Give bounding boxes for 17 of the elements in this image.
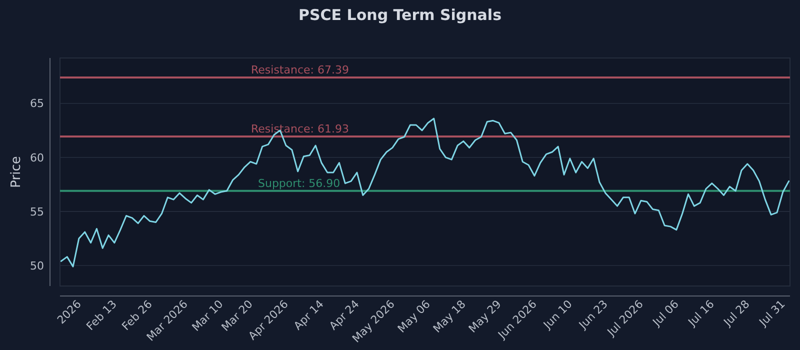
y-tick-label: 55 — [30, 205, 44, 218]
line-series — [60, 118, 790, 268]
y-tick-label: 60 — [30, 151, 44, 164]
y-axis-title: Price — [9, 156, 24, 188]
x-tick-label: Apr 14 — [291, 298, 326, 333]
x-tick-label: Jul 06 — [650, 298, 682, 330]
y-tick-label: 65 — [30, 97, 44, 110]
y-tick-label: 50 — [30, 259, 44, 272]
x-tick-label: Jul 31 — [756, 298, 788, 330]
x-tick-label: Jul 28 — [720, 298, 752, 330]
x-tick-label: Jul 16 — [685, 298, 717, 330]
ref-line-label: Support: 56.90 — [258, 176, 340, 190]
x-tick-label: Jun 10 — [540, 298, 575, 332]
ref-line-label: Resistance: 61.93 — [251, 122, 349, 136]
chart-title: PSCE Long Term Signals — [298, 6, 502, 24]
ref-line-label: Resistance: 67.39 — [251, 64, 349, 77]
x-tick-label: Feb 13 — [84, 298, 120, 333]
